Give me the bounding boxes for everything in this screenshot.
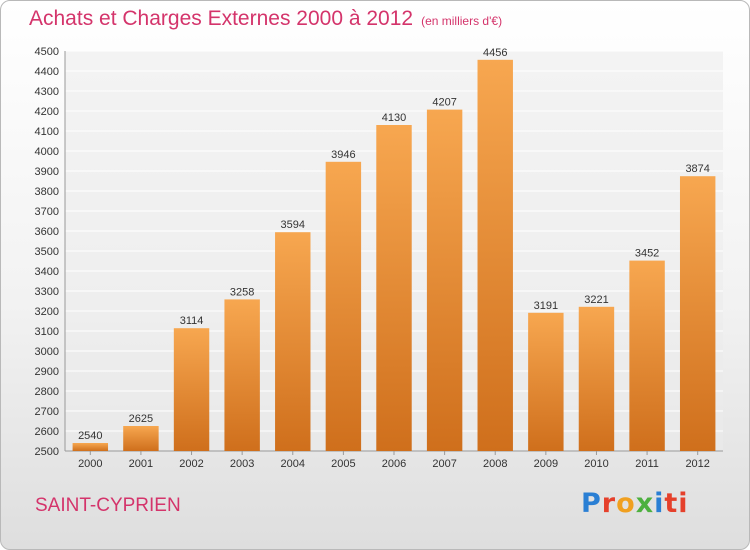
y-tick-label: 2700	[35, 406, 59, 418]
bar-value-label: 4130	[382, 112, 406, 124]
y-tick-label: 3500	[35, 246, 59, 258]
y-tick-label: 2600	[35, 426, 59, 438]
y-tick-label: 3300	[35, 286, 59, 298]
proxiti-logo: Proxiti	[581, 488, 689, 519]
x-tick-label: 2012	[685, 458, 709, 470]
x-tick-label: 2009	[534, 458, 558, 470]
logo-letter: P	[581, 488, 602, 519]
bar	[477, 59, 513, 452]
y-tick-label: 3400	[35, 266, 59, 278]
y-tick-label: 2900	[35, 366, 59, 378]
bar	[376, 125, 412, 451]
x-tick-label: 2004	[281, 458, 305, 470]
logo-letter: i	[654, 488, 665, 519]
logo-letter: r	[601, 488, 617, 519]
x-tick-label: 2001	[129, 458, 153, 470]
x-tick-label: 2003	[230, 458, 254, 470]
bar	[275, 232, 311, 451]
x-tick-label: 2007	[432, 458, 456, 470]
bar	[578, 306, 615, 451]
x-tick-label: 2002	[179, 458, 203, 470]
bar-value-label: 4207	[432, 97, 456, 109]
bar	[426, 109, 463, 451]
y-tick-label: 4300	[35, 86, 59, 98]
y-tick-label: 2800	[35, 386, 59, 398]
y-tick-label: 4200	[35, 106, 59, 118]
logo-letter: ti	[664, 488, 689, 519]
bar	[528, 312, 564, 451]
y-tick-label: 4000	[35, 146, 59, 158]
bar	[629, 260, 665, 451]
bar-value-label: 3191	[534, 300, 558, 312]
bar	[679, 176, 716, 451]
y-tick-label: 3700	[35, 206, 59, 218]
bar	[325, 161, 362, 452]
bar-value-label: 2625	[129, 413, 153, 425]
y-tick-label: 3000	[35, 346, 59, 358]
x-tick-label: 2000	[78, 458, 102, 470]
chart-title-text: Achats et Charges Externes 2000 à 2012	[29, 7, 414, 30]
y-tick-label: 3600	[35, 226, 59, 238]
bar-value-label: 3946	[331, 149, 355, 161]
chart-subtitle: (en milliers d'€)	[421, 14, 503, 28]
bar-value-label: 3114	[180, 315, 204, 327]
bar	[173, 328, 210, 451]
x-tick-label: 2011	[635, 458, 659, 470]
bar-value-label: 3258	[230, 286, 254, 298]
chart-title: Achats et Charges Externes 2000 à 2012 (e…	[29, 7, 502, 31]
bar-value-label: 3221	[584, 294, 608, 306]
bar	[224, 299, 260, 451]
bar	[72, 443, 109, 451]
y-tick-label: 4400	[35, 66, 59, 78]
bar	[123, 426, 159, 451]
x-tick-label: 2008	[483, 458, 507, 470]
y-tick-label: 4100	[35, 126, 59, 138]
bar-value-label: 3452	[635, 248, 659, 260]
y-tick-label: 4500	[35, 46, 59, 58]
y-tick-label: 3800	[35, 186, 59, 198]
logo-letter: x	[635, 488, 655, 519]
logo-letter: o	[616, 488, 636, 519]
city-name: SAINT-CYPRIEN	[35, 495, 181, 516]
bar-value-label: 4456	[483, 47, 507, 59]
y-tick-label: 2500	[35, 446, 59, 458]
y-tick-label: 3100	[35, 326, 59, 338]
bar-value-label: 3874	[685, 163, 709, 175]
y-tick-label: 3900	[35, 166, 59, 178]
y-tick-label: 3200	[35, 306, 59, 318]
x-tick-label: 2005	[331, 458, 355, 470]
bar-value-label: 2540	[78, 430, 102, 442]
bar-value-label: 3594	[281, 219, 305, 231]
x-tick-label: 2010	[584, 458, 608, 470]
x-tick-label: 2006	[382, 458, 406, 470]
